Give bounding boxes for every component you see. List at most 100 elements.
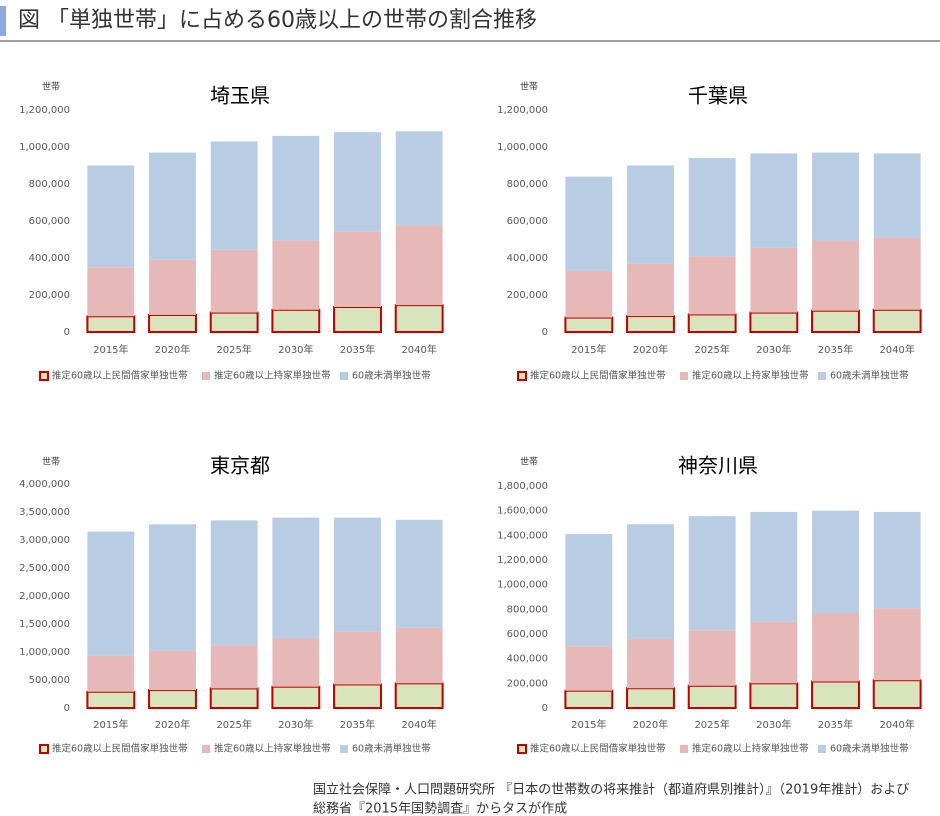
- bar-segment: [272, 517, 320, 639]
- bar-segment: [272, 135, 320, 241]
- bar-segment: [750, 511, 798, 622]
- bar-segment: [811, 309, 860, 334]
- bar-segment: [395, 225, 443, 306]
- chart-title: 東京都: [210, 454, 270, 478]
- bar-segment: [210, 645, 258, 689]
- bar-segment: [148, 689, 197, 710]
- x-tick-label: 2035年: [340, 718, 375, 731]
- x-tick-label: 2020年: [633, 718, 668, 731]
- legend-label: 推定60歳以上民間借家単独世帯: [530, 743, 666, 755]
- bar-segment: [873, 511, 921, 609]
- bar-segment: [627, 165, 674, 264]
- bar-segment: [873, 608, 921, 681]
- x-tick-label: 2015年: [571, 718, 606, 731]
- y-tick-label: 1,000,000: [19, 647, 70, 658]
- bar-segment: [209, 311, 259, 334]
- bar-segment: [626, 315, 675, 333]
- x-tick-label: 2015年: [571, 343, 606, 356]
- x-tick-label: 2030年: [278, 343, 313, 356]
- bar-segment: [334, 231, 381, 308]
- bar-segment: [627, 263, 674, 317]
- y-axis-label: 世帯: [520, 81, 538, 93]
- bar-segment: [688, 516, 736, 631]
- bar-segment: [627, 524, 674, 639]
- bar-segment: [149, 259, 196, 315]
- source-line: 国立社会保障・人口問題研究所 『日本の世帯数の将来推計（都道府県別推計）』（20…: [313, 782, 909, 798]
- y-tick-label: 1,500,000: [19, 619, 70, 630]
- bar-segment: [87, 165, 135, 268]
- legend-swatch: [517, 371, 527, 381]
- y-tick-label: 0: [64, 327, 70, 338]
- bar-segment: [811, 680, 860, 710]
- bar-segment: [87, 655, 135, 692]
- bar-segment: [334, 517, 381, 632]
- x-tick-label: 2025年: [694, 718, 729, 731]
- chart-title: 埼玉県: [210, 84, 270, 108]
- chart-title: 千葉県: [688, 84, 748, 108]
- bar-segment: [812, 240, 859, 311]
- legend-label: 推定60歳以上持家単独世帯: [214, 743, 331, 755]
- bar-segment: [687, 684, 737, 709]
- x-tick-label: 2030年: [278, 718, 313, 731]
- y-tick-label: 1,800,000: [497, 481, 548, 492]
- legend-swatch: [39, 744, 49, 754]
- bar-segment: [149, 524, 196, 651]
- legend-label: 推定60歳以上持家単独世帯: [214, 370, 331, 382]
- bar-segment: [395, 627, 443, 684]
- bar-segment: [395, 519, 443, 628]
- x-tick-label: 2040年: [401, 718, 436, 731]
- bar-segment: [86, 315, 136, 333]
- y-tick-label: 800,000: [29, 179, 70, 190]
- legend-label: 60歳未満単独世帯: [352, 370, 431, 382]
- y-tick-label: 1,200,000: [497, 555, 548, 566]
- bar-segment: [812, 152, 859, 241]
- bar-segment: [750, 153, 798, 248]
- bar-segment: [209, 687, 259, 710]
- bar-segment: [394, 304, 444, 333]
- y-tick-label: 1,000,000: [497, 580, 548, 591]
- bar-segment: [626, 687, 675, 709]
- legend-swatch: [818, 745, 826, 753]
- bar-segment: [210, 141, 258, 250]
- y-tick-label: 400,000: [507, 253, 548, 264]
- x-tick-label: 2020年: [155, 718, 190, 731]
- bar-segment: [688, 630, 736, 686]
- bar-segment: [812, 613, 859, 682]
- bar-segment: [87, 531, 135, 656]
- bar-segment: [873, 153, 921, 238]
- y-tick-label: 3,500,000: [19, 507, 70, 518]
- legend-swatch: [202, 372, 210, 380]
- bar-segment: [395, 131, 443, 226]
- bar-segment: [334, 132, 381, 232]
- y-tick-label: 400,000: [29, 253, 70, 264]
- y-tick-label: 500,000: [29, 675, 70, 686]
- bar-segment: [272, 240, 320, 310]
- y-tick-label: 200,000: [507, 290, 548, 301]
- bar-segment: [271, 685, 321, 709]
- title-accent: [0, 6, 6, 36]
- bar-segment: [149, 650, 196, 691]
- x-tick-label: 2020年: [155, 343, 190, 356]
- legend-swatch: [39, 371, 49, 381]
- y-tick-label: 600,000: [507, 629, 548, 640]
- bar-segment: [750, 247, 798, 313]
- x-tick-label: 2015年: [93, 718, 128, 731]
- bar-segment: [333, 683, 382, 709]
- bar-segment: [148, 313, 197, 334]
- bar-segment: [210, 520, 258, 646]
- bar-segment: [873, 237, 921, 310]
- x-tick-label: 2035年: [818, 718, 853, 731]
- x-tick-label: 2015年: [93, 343, 128, 356]
- x-tick-label: 2025年: [216, 718, 251, 731]
- x-tick-label: 2030年: [756, 718, 791, 731]
- legend-label: 60歳未満単独世帯: [830, 743, 909, 755]
- x-tick-label: 2025年: [216, 343, 251, 356]
- x-tick-label: 2040年: [401, 343, 436, 356]
- y-tick-label: 800,000: [507, 179, 548, 190]
- y-tick-label: 1,400,000: [497, 530, 548, 541]
- legend-label: 60歳未満単独世帯: [352, 743, 431, 755]
- bar-segment: [86, 690, 136, 710]
- y-tick-label: 600,000: [507, 216, 548, 227]
- y-tick-label: 2,000,000: [19, 591, 70, 602]
